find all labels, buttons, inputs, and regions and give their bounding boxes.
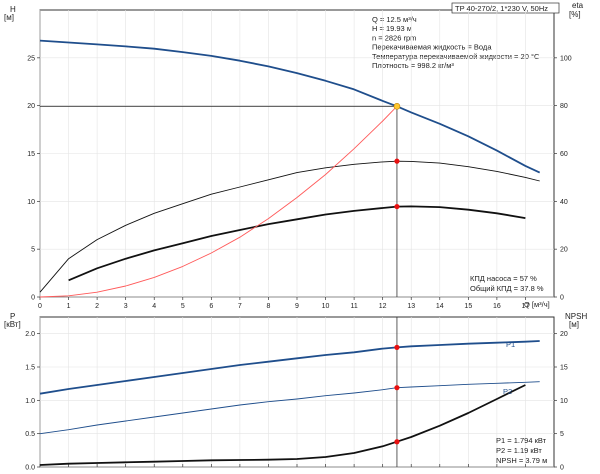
annotation-total-eff: Общий КПД = 37.8 % [470,284,544,293]
pump-title-box [451,2,560,14]
y-tick-label-right: 80 [560,103,568,110]
y-tick-label-left: 10 [27,199,35,206]
x-tick-label: 8 [266,303,270,310]
top-ticks: 0 1 2 3 4 5 6 7 8 9 10 11 12 13 14 15 16 1705101520250204… [27,55,572,310]
y-tick-label-right: 100 [560,55,572,62]
y-tick-label-left: 2.0 [25,331,35,338]
npsh-axis-unit: [м] [569,320,579,329]
curve-H [39,39,541,174]
x-tick-label: 1 [67,303,71,310]
y-tick-label-left: 1.0 [25,398,35,405]
power-axis-unit: [кВт] [4,320,21,329]
bottom-operating-point [394,317,400,467]
series-label-p2: P2 [503,387,512,396]
x-tick-label: 11 [350,303,357,310]
x-tick-label: 17 [522,303,530,310]
y-tick-label-right: 60 [560,151,568,158]
x-tick-label: 10 [322,303,330,310]
npsh-axis-label: NPSH [565,312,587,321]
y-tick-label-right: 0 [560,295,564,302]
series-label-p1: P1 [506,340,515,349]
x-tick-label: 7 [238,303,242,310]
operating-info-line: Q = 12.5 м³/ч [372,15,417,24]
x-tick-label: 3 [124,303,128,310]
op-point-head [393,103,401,110]
x-tick-label: 9 [295,303,299,310]
annotation-p2: P2 = 1.19 кВт [496,446,542,455]
top-series [39,39,541,298]
y-tick-label-right: 0 [560,465,564,472]
op-point-p2 [394,385,400,391]
y-tick-label-right: 15 [560,365,568,372]
annotation-pump-eff: КПД насоса = 57 % [470,274,537,283]
annotation-p1: P1 = 1.794 кВт [496,436,547,445]
operating-info-line: Температура перекачиваемой жидкости = 20… [372,52,540,61]
y-tick-label-left: 0.0 [25,465,35,472]
curve-P2 [39,381,540,435]
bottom-ticks: 0.0 0.5 1.0 1.5 2.0 0 5 10 15 20 [25,331,568,471]
right-axis-title: eta [572,1,584,10]
bottom-grid [39,317,554,468]
y-tick-label-right: 20 [560,247,568,254]
op-point-p1 [394,344,400,350]
power-axis-label: P [10,312,15,321]
y-tick-label-left: 25 [27,55,35,62]
x-tick-label: 15 [464,303,472,310]
top-operating-point [40,103,401,297]
x-tick-label: 2 [95,303,99,310]
y-tick-label-left: 0.5 [25,431,35,438]
curve-system-curve [39,105,398,298]
curve-NPSH [39,384,526,466]
x-tick-label: 4 [152,303,156,310]
y-tick-label-right: 20 [560,331,568,338]
left-axis-title: H [10,5,16,14]
operating-info-line: Перекачиваемая жидкость = Вода [372,43,492,52]
y-tick-label-left: 0 [31,295,35,302]
x-tick-label: 12 [379,303,387,310]
x-tick-label: 14 [436,303,444,310]
y-tick-label-right: 5 [560,431,564,438]
right-axis-unit: [%] [569,10,581,19]
x-tick-label: 6 [209,303,213,310]
x-tick-label: 16 [493,303,501,310]
op-point-eta-total [394,158,400,164]
curve-eta-total [39,160,540,293]
op-point-eta-pump [394,203,400,210]
operating-info-line: Плотность = 998.2 кг/м³ [372,61,454,70]
bottom-series [39,340,540,466]
x-tick-label: 13 [407,303,415,310]
left-axis-unit: [м] [4,13,14,22]
y-tick-label-left: 5 [31,247,35,254]
operating-info-line: H = 19.93 м [372,24,412,33]
x-tick-label: 5 [181,303,185,310]
y-tick-label-left: 20 [27,103,35,110]
op-point-npsh [394,439,400,445]
y-tick-label-left: 1.5 [25,365,35,372]
x-axis-label: Q [м³/ч] [524,300,550,309]
curve-P1 [39,340,540,395]
y-tick-label-right: 40 [560,199,568,206]
y-tick-label-right: 10 [560,398,568,405]
y-tick-label-left: 15 [27,151,35,158]
annotation-npsh: NPSH = 3.79 м [496,456,547,465]
operating-info-line: n = 2826 rpm [372,33,416,42]
pump-title: TP 40-270/2, 1*230 V, 50Hz [455,4,548,13]
curve-eta-pump [68,205,526,282]
operating-info: Q = 12.5 м³/чH = 19.93 мn = 2826 rpmПере… [372,15,540,70]
x-tick-label: 0 [38,303,42,310]
